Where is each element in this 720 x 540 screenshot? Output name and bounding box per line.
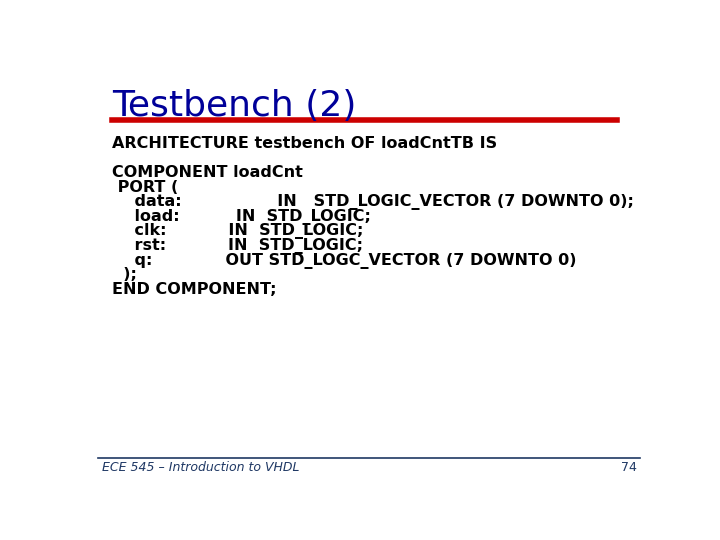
Text: Testbench (2): Testbench (2) [112, 90, 356, 124]
Text: );: ); [112, 267, 137, 282]
Text: PORT (: PORT ( [112, 179, 178, 194]
Text: clk:           IN  STD_LOGIC;: clk: IN STD_LOGIC; [112, 224, 363, 239]
Text: 74: 74 [621, 461, 636, 474]
Text: ARCHITECTURE testbench OF loadCntTB IS: ARCHITECTURE testbench OF loadCntTB IS [112, 136, 497, 151]
Text: data:                 IN   STD_LOGIC_VECTOR (7 DOWNTO 0);: data: IN STD_LOGIC_VECTOR (7 DOWNTO 0); [112, 194, 634, 210]
Text: END COMPONENT;: END COMPONENT; [112, 282, 276, 297]
Text: load:          IN  STD_LOGIC;: load: IN STD_LOGIC; [112, 209, 371, 225]
Text: q:             OUT STD_LOGC_VECTOR (7 DOWNTO 0): q: OUT STD_LOGC_VECTOR (7 DOWNTO 0) [112, 253, 576, 269]
Text: COMPONENT loadCnt: COMPONENT loadCnt [112, 165, 302, 180]
Text: rst:           IN  STD_LOGIC;: rst: IN STD_LOGIC; [112, 238, 363, 254]
Text: ECE 545 – Introduction to VHDL: ECE 545 – Introduction to VHDL [102, 461, 299, 474]
